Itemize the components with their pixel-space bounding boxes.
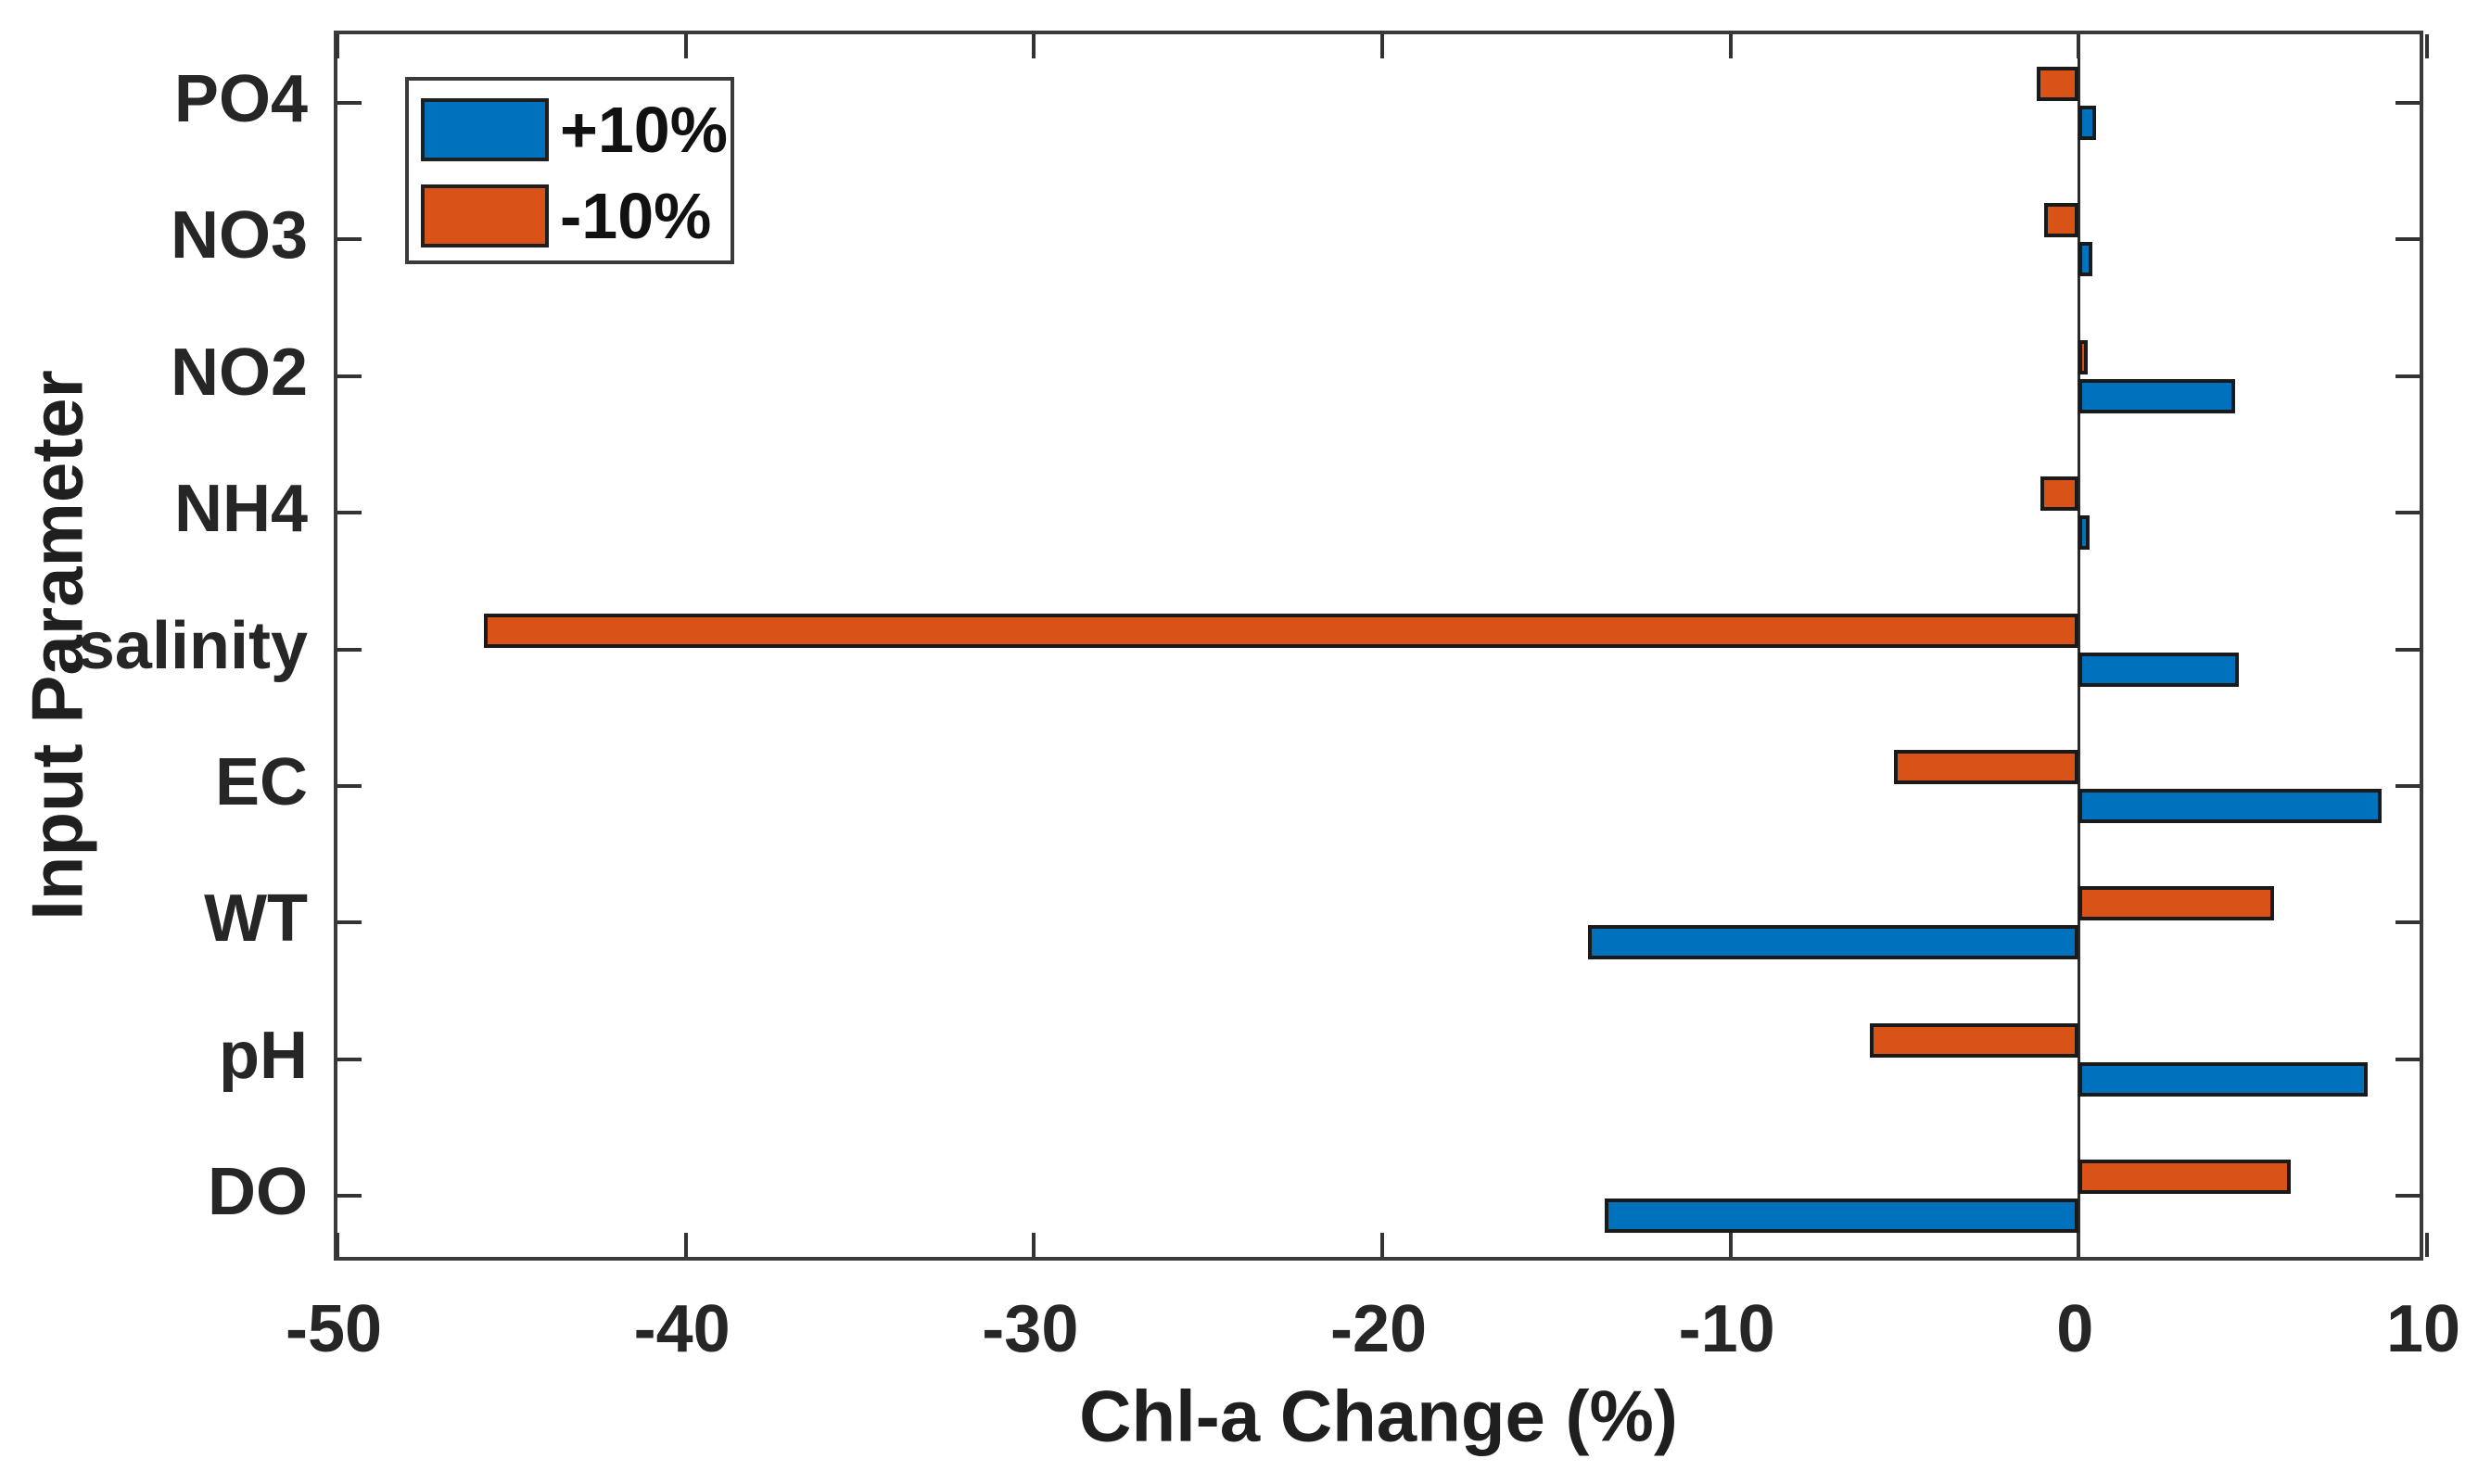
category-label-NO2: NO2 xyxy=(170,335,308,410)
y-tick-salinity-left xyxy=(337,647,362,652)
bar-DO-minus10 xyxy=(2078,1160,2292,1195)
bar-NO2-plus10 xyxy=(2078,378,2236,413)
category-label-DO: DO xyxy=(208,1155,308,1230)
category-label-NH4: NH4 xyxy=(173,472,308,547)
y-tick-NO3-right xyxy=(2395,237,2420,242)
x-tick-label--20: -20 xyxy=(1329,1292,1428,1366)
legend-swatch-minus10-icon xyxy=(421,184,549,247)
x-tick-10-top xyxy=(2425,34,2429,58)
category-label-EC: EC xyxy=(214,744,308,819)
x-tick--40-top xyxy=(683,34,688,58)
category-label-NO3: NO3 xyxy=(170,198,308,273)
bar-NH4-plus10 xyxy=(2078,515,2090,551)
legend-item-minus10: -10% xyxy=(421,181,711,251)
y-tick-WT-left xyxy=(337,920,362,925)
x-tick-label--10: -10 xyxy=(1678,1292,1775,1366)
x-tick--20-bottom xyxy=(1380,1233,1384,1257)
x-tick--30-top xyxy=(1032,34,1036,58)
zero-axis-line xyxy=(2077,34,2080,1257)
x-tick--20-top xyxy=(1380,34,1384,58)
x-tick--50-top xyxy=(336,34,339,58)
y-tick-EC-left xyxy=(337,783,362,788)
y-tick-EC-right xyxy=(2395,783,2420,788)
legend-label-minus10: -10% xyxy=(560,180,712,252)
x-tick--10-top xyxy=(1728,34,1733,58)
x-tick--30-bottom xyxy=(1032,1233,1036,1257)
legend: +10% -10% xyxy=(405,77,734,264)
x-axis-label: Chl-a Change (%) xyxy=(1079,1375,1678,1457)
bar-NH4-minus10 xyxy=(2040,476,2079,512)
category-label-salinity: salinity xyxy=(77,608,308,683)
x-tick--10-bottom xyxy=(1728,1233,1733,1257)
y-tick-DO-left xyxy=(337,1194,362,1199)
x-tick-label-10: 10 xyxy=(2385,1292,2461,1366)
y-tick-salinity-right xyxy=(2395,647,2420,652)
x-tick--40-bottom xyxy=(683,1233,688,1257)
bar-DO-plus10 xyxy=(1605,1199,2079,1234)
x-tick-label--50: -50 xyxy=(285,1292,383,1366)
bar-salinity-plus10 xyxy=(2078,652,2240,687)
legend-swatch-plus10-icon xyxy=(421,98,549,161)
bar-NO3-minus10 xyxy=(2043,203,2079,238)
x-tick-label--30: -30 xyxy=(982,1292,1079,1366)
x-tick-label-0: 0 xyxy=(2056,1292,2094,1366)
bar-pH-minus10 xyxy=(1869,1022,2079,1058)
bar-EC-plus10 xyxy=(2078,788,2383,823)
x-tick--50-bottom xyxy=(336,1233,339,1257)
x-tick-0-top xyxy=(2077,34,2081,58)
y-tick-PO4-left xyxy=(337,100,362,105)
bar-WT-minus10 xyxy=(2078,886,2274,921)
y-tick-NO3-left xyxy=(337,237,362,242)
y-tick-NH4-right xyxy=(2395,511,2420,515)
x-tick-label--40: -40 xyxy=(633,1292,731,1366)
legend-item-plus10: +10% xyxy=(421,95,728,165)
y-tick-WT-right xyxy=(2395,920,2420,925)
y-tick-NH4-left xyxy=(337,511,362,515)
bar-PO4-plus10 xyxy=(2078,105,2097,140)
y-tick-DO-right xyxy=(2395,1194,2420,1199)
y-tick-PO4-right xyxy=(2395,100,2420,105)
bar-pH-plus10 xyxy=(2078,1061,2369,1097)
bar-NO3-plus10 xyxy=(2078,242,2093,277)
bar-WT-plus10 xyxy=(1587,925,2079,960)
category-label-WT: WT xyxy=(204,882,308,957)
x-tick-10-bottom xyxy=(2425,1233,2429,1257)
category-label-pH: pH xyxy=(219,1018,308,1093)
y-tick-pH-right xyxy=(2395,1057,2420,1061)
y-tick-NO2-left xyxy=(337,374,362,378)
category-label-PO4: PO4 xyxy=(173,61,308,136)
y-tick-pH-left xyxy=(337,1057,362,1061)
bar-PO4-minus10 xyxy=(2037,66,2079,101)
x-tick-0-bottom xyxy=(2077,1233,2081,1257)
bar-NO2-minus10 xyxy=(2078,339,2088,374)
legend-label-plus10: +10% xyxy=(560,94,728,166)
bar-salinity-minus10 xyxy=(483,613,2079,648)
bar-EC-minus10 xyxy=(1894,749,2079,784)
y-tick-NO2-right xyxy=(2395,374,2420,378)
